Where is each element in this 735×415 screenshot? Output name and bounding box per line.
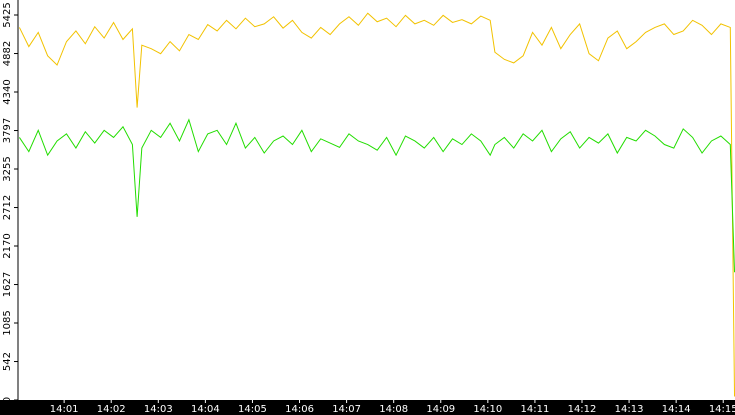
x-tick-label: 14:06 [285,404,314,415]
y-tick-label: 542 [2,352,13,371]
x-tick-label: 14:13 [615,404,644,415]
y-tick-label: 2170 [2,233,13,258]
x-tick-label: 14:11 [521,404,550,415]
x-tick-label: 14:02 [97,404,126,415]
x-tick-label: 14:08 [379,404,408,415]
y-tick-label: 1085 [2,310,13,335]
series-line [18,118,735,273]
y-tick-label: 3797 [2,118,13,143]
x-axis-band [0,400,735,415]
y-tick-label: 1627 [2,272,13,297]
y-tick-label: 0 [2,397,13,403]
x-tick-label: 14:01 [50,404,79,415]
x-tick-label: 14:04 [191,404,220,415]
y-tick-label: 5425 [2,2,13,27]
x-tick-label: 14:12 [568,404,597,415]
x-tick-label: 14:15 [709,404,735,415]
x-tick-label: 14:03 [144,404,173,415]
x-tick-label: 14:07 [332,404,361,415]
series-line [18,12,735,397]
x-tick-label: 14:05 [238,404,267,415]
y-tick-label: 4882 [2,41,13,66]
x-tick-label: 14:09 [426,404,455,415]
y-tick-label: 2712 [2,195,13,220]
y-tick-label: 3255 [2,156,13,181]
x-tick-label: 14:14 [662,404,691,415]
y-tick-label: 4340 [2,79,13,104]
x-tick-label: 14:10 [473,404,502,415]
